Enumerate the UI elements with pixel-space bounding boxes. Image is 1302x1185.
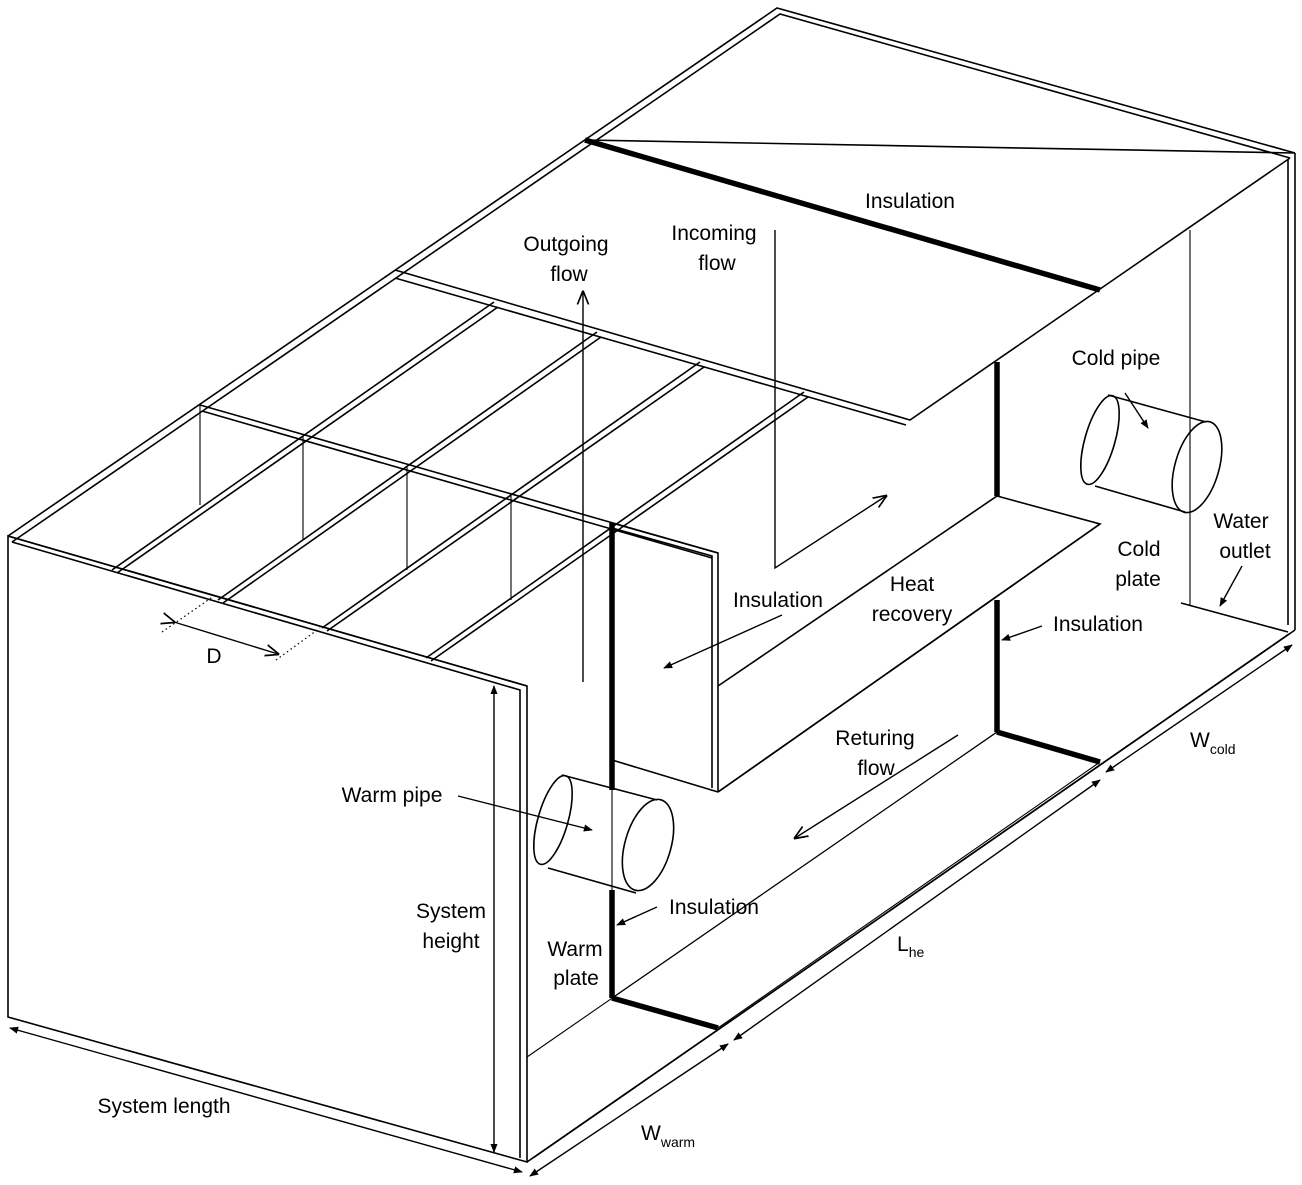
- w-cold-dim: [1105, 644, 1293, 773]
- label-warm-pipe: Warm pipe: [342, 784, 443, 807]
- label-water-outlet-2: outlet: [1219, 540, 1271, 563]
- label-insulation-bottom: Insulation: [669, 896, 759, 919]
- label-outgoing-flow-2: flow: [550, 263, 588, 286]
- inner-walls: [526, 362, 1102, 1058]
- insulation-pointer: [663, 614, 783, 669]
- label-warm-plate-2: plate: [553, 967, 599, 990]
- insulation-right-pointer: [1001, 625, 1043, 641]
- label-system-height-1: System: [416, 900, 486, 923]
- label-insulation-mid: Insulation: [733, 589, 823, 612]
- water-outlet-pointer: [1219, 565, 1243, 607]
- label-spacing-d: D: [206, 645, 221, 668]
- label-water-outlet-1: Water: [1213, 510, 1268, 533]
- warm-pipe-pointer: [457, 795, 593, 832]
- label-heat-recovery-2: recovery: [872, 603, 953, 626]
- top-lid: [394, 137, 1296, 426]
- insulation-bottom-pointer: [616, 906, 658, 926]
- label-insulation-right: Insulation: [1053, 613, 1143, 636]
- dimension-lines: [9, 595, 1293, 1177]
- outer-frame: [7, 7, 1296, 1164]
- label-cold-pipe: Cold pipe: [1072, 347, 1161, 370]
- label-returning-flow-1: Returing: [835, 727, 914, 750]
- label-incoming-flow-2: flow: [698, 252, 736, 275]
- label-returning-flow-2: flow: [857, 757, 895, 780]
- label-cold-plate-2: plate: [1115, 568, 1161, 591]
- returning-flow-arrow: [795, 734, 959, 838]
- w-warm-dim: [529, 1043, 729, 1177]
- plate-grid: [7, 301, 809, 687]
- label-w-warm: Wwarm: [641, 1122, 695, 1150]
- label-w-cold: Wcold: [1190, 729, 1236, 757]
- label-outgoing-flow-1: Outgoing: [523, 233, 608, 256]
- label-l-he: Lhe: [897, 933, 924, 960]
- label-insulation-top: Insulation: [865, 190, 955, 213]
- label-cold-plate-1: Cold: [1117, 538, 1160, 561]
- label-incoming-flow-1: Incoming: [671, 222, 756, 245]
- label-heat-recovery-1: Heat: [890, 573, 935, 596]
- label-system-length: System length: [97, 1095, 230, 1118]
- warm-pipe: [532, 774, 675, 894]
- l-he-dim: [733, 779, 1101, 1041]
- system-length-dim: [9, 1026, 523, 1174]
- label-system-height-2: height: [422, 930, 479, 953]
- incoming-flow-arrow: [774, 230, 886, 570]
- cold-pipe: [1079, 394, 1223, 514]
- spacing-d-dim: [174, 622, 278, 654]
- label-warm-plate-1: Warm: [547, 938, 602, 961]
- cold-pipe-pointer: [1124, 392, 1149, 429]
- labels: Insulation Outgoing flow Incoming flow C…: [97, 190, 1270, 1150]
